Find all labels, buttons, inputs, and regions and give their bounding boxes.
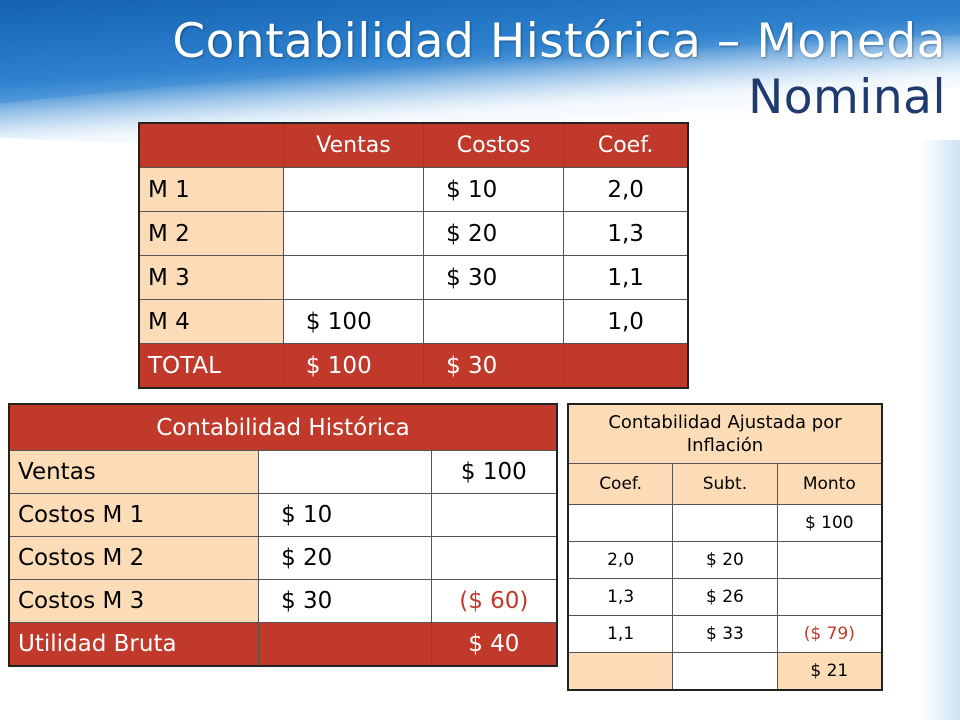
monto-cell: $ 100 [776,504,883,542]
coef-cell: 1,3 [567,578,674,616]
table-row: M 4 $ 100 1,0 [138,299,689,344]
table-row: 1,3 $ 26 [567,578,883,616]
table-row: 1,1 $ 33 ($ 79) [567,615,883,653]
total-subtotal [258,622,432,667]
ventas-cell: $ 100 [282,299,425,344]
ventas-cell [282,255,425,300]
header-cell-empty [138,122,284,168]
header-cell-costos: Costos [423,122,565,168]
table-header-row: Contabilidad Ajustada por Inflación [567,403,883,464]
slide-title-line1: Contabilidad Histórica – Moneda [172,14,946,69]
table-row: 2,0 $ 20 [567,541,883,579]
table-total-row: Utilidad Bruta $ 40 [8,622,558,667]
monto-cell: $ 100 [430,450,558,494]
total-costos: $ 30 [423,343,565,389]
costos-cell: $ 10 [423,167,565,212]
coef-cell [567,504,674,542]
subt-cell [672,652,778,691]
row-label: Ventas [8,450,260,494]
row-label: M 3 [138,255,284,300]
historica-table: Contabilidad Histórica Ventas $ 100 Cost… [8,403,558,667]
total-label: Utilidad Bruta [8,622,260,667]
row-label: M 2 [138,211,284,256]
subt-cell [672,504,778,542]
table-header-row: Contabilidad Histórica [8,403,558,451]
total-monto: $ 40 [430,622,558,667]
coef-cell: 1,3 [563,211,689,256]
coef-cell [567,652,674,691]
subtotal-cell: $ 30 [258,579,432,623]
table-subheader-row: Coef. Subt. Monto [567,463,883,505]
row-label: M 1 [138,167,284,212]
background-right-strip [920,140,960,720]
total-coef [563,343,689,389]
row-label: Costos M 3 [8,579,260,623]
header-cell-subt: Subt. [672,463,778,505]
costos-cell: $ 30 [423,255,565,300]
monto-cell [430,536,558,580]
table-row: Costos M 2 $ 20 [8,536,558,580]
header-cell-coef: Coef. [567,463,674,505]
total-label: TOTAL [138,343,284,389]
coef-cell: 2,0 [563,167,689,212]
header-cell-monto: Monto [776,463,883,505]
subt-cell: $ 20 [672,541,778,579]
row-label: Costos M 2 [8,536,260,580]
table-row: Costos M 1 $ 10 [8,493,558,537]
ajustada-table: Contabilidad Ajustada por Inflación Coef… [567,403,883,691]
coef-cell: 1,1 [563,255,689,300]
row-label: Costos M 1 [8,493,260,537]
monto-cell: ($ 79) [776,615,883,653]
slide-title-line2: Nominal [748,70,946,125]
header-cell-coef: Coef. [563,122,689,168]
monto-cell [776,541,883,579]
subt-cell: $ 26 [672,578,778,616]
table-row: Ventas $ 100 [8,450,558,494]
table-row: $ 100 [567,504,883,542]
monto-cell: $ 21 [776,652,883,691]
subtotal-cell: $ 10 [258,493,432,537]
monto-cell: ($ 60) [430,579,558,623]
coef-cell: 1,1 [567,615,674,653]
table-total-row: $ 21 [567,652,883,691]
subt-cell: $ 33 [672,615,778,653]
total-ventas: $ 100 [282,343,425,389]
table-row: M 3 $ 30 1,1 [138,255,689,300]
row-label: M 4 [138,299,284,344]
ajustada-title: Contabilidad Ajustada por Inflación [567,403,883,464]
slide-title: Contabilidad Histórica – Moneda Nominal [66,14,946,126]
table-row: M 1 $ 10 2,0 [138,167,689,212]
ventas-cell [282,167,425,212]
monthly-sales-costs-table: Ventas Costos Coef. M 1 $ 10 2,0 M 2 $ 2… [138,122,689,389]
table-row: M 2 $ 20 1,3 [138,211,689,256]
monto-cell [776,578,883,616]
header-cell-ventas: Ventas [282,122,425,168]
costos-cell [423,299,565,344]
costos-cell: $ 20 [423,211,565,256]
coef-cell: 2,0 [567,541,674,579]
coef-cell: 1,0 [563,299,689,344]
table-total-row: TOTAL $ 100 $ 30 [138,343,689,389]
table-header-row: Ventas Costos Coef. [138,122,689,168]
historica-title: Contabilidad Histórica [8,403,558,451]
subtotal-cell [258,450,432,494]
monto-cell [430,493,558,537]
table-row: Costos M 3 $ 30 ($ 60) [8,579,558,623]
subtotal-cell: $ 20 [258,536,432,580]
ventas-cell [282,211,425,256]
